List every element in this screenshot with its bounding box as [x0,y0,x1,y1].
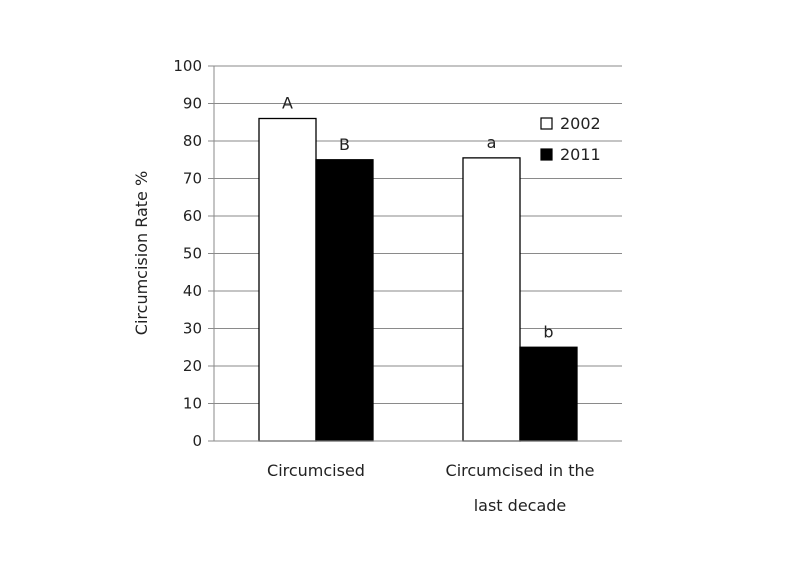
bar-2011-1 [519,346,578,442]
y-tick-label: 50 [183,245,202,263]
y-tick-label: 40 [183,282,202,300]
x-category-label: last decade [474,496,567,515]
x-axis-labels: Circumcised Circumcised in the last decade [267,461,594,515]
bar-2011-0 [315,159,374,442]
bars [258,117,578,442]
y-tick-label: 20 [183,357,202,375]
legend: 2002 2011 [540,114,601,164]
y-tick-label: 100 [173,57,202,75]
y-tick-label: 0 [192,432,202,450]
bar-2002-0 [258,117,317,442]
legend-swatch-2002 [540,117,553,130]
x-category-label: Circumcised in the [446,461,595,480]
y-tick-label: 70 [183,170,202,188]
bar-2002-1 [462,157,521,442]
legend-swatch-2011 [540,148,553,161]
bar-annotation: B [339,135,350,154]
bar-annotation: a [487,133,497,152]
legend-label: 2011 [560,145,601,164]
bar-annotation: A [282,94,293,113]
y-tick-label: 80 [183,132,202,150]
y-tick-label: 90 [183,95,202,113]
y-tick-label: 30 [183,320,202,338]
bar-annotations: A B a b [282,94,554,342]
y-axis-title: Circumcision Rate % [132,171,151,335]
y-axis-ticks: 0 10 20 30 40 50 60 70 80 90 100 [173,57,202,450]
x-category-label: Circumcised [267,461,365,480]
bar-annotation: b [543,322,553,341]
y-tick-label: 60 [183,207,202,225]
y-tick-label: 10 [183,395,202,413]
legend-label: 2002 [560,114,601,133]
